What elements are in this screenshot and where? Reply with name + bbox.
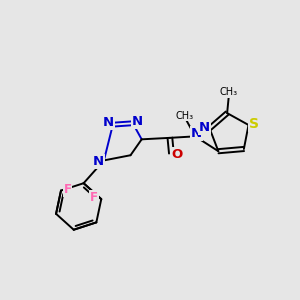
Text: O: O — [171, 148, 182, 161]
Text: CH₃: CH₃ — [176, 111, 194, 121]
Text: CH₃: CH₃ — [220, 87, 238, 97]
Text: N: N — [191, 127, 202, 140]
Text: N: N — [103, 116, 114, 129]
Text: N: N — [93, 155, 104, 168]
Text: N: N — [199, 121, 210, 134]
Text: F: F — [64, 183, 71, 196]
Text: F: F — [90, 191, 98, 204]
Text: N: N — [132, 115, 143, 128]
Text: S: S — [249, 117, 259, 131]
